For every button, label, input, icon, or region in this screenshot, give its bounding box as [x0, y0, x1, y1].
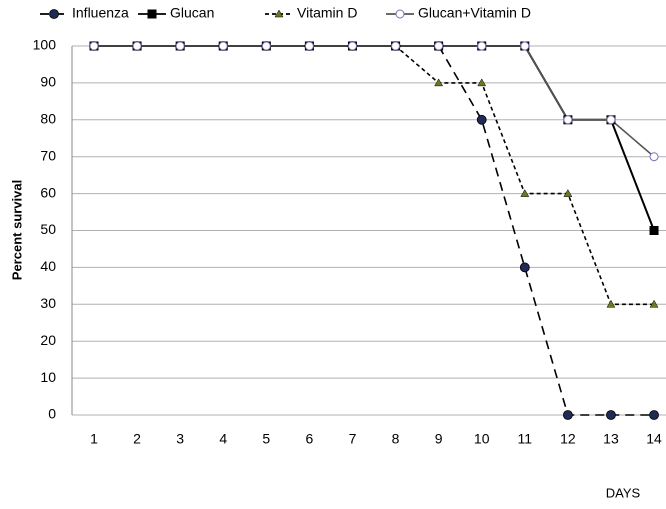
x-tick-label: 3 [176, 431, 184, 447]
x-tick-label: 7 [349, 431, 357, 447]
x-tick-label: 5 [262, 431, 270, 447]
marker [649, 299, 659, 308]
marker [347, 41, 357, 51]
y-tick-label: 10 [40, 369, 56, 385]
y-tick-label: 70 [40, 147, 56, 163]
x-axis-label: DAYS [606, 485, 641, 500]
series-line [94, 45, 655, 158]
legend-marker [49, 9, 59, 19]
y-tick-label: 0 [48, 406, 56, 422]
marker [606, 299, 616, 308]
legend-label: Vitamin D [297, 5, 357, 21]
x-tick-label: 9 [435, 431, 443, 447]
marker [563, 115, 573, 125]
marker [434, 78, 444, 87]
marker [391, 41, 401, 51]
marker [89, 41, 99, 51]
x-tick-label: 13 [603, 431, 619, 447]
x-tick-label: 14 [646, 431, 662, 447]
marker [606, 115, 616, 125]
series-line [94, 45, 655, 306]
y-tick-label: 80 [40, 111, 56, 127]
legend-marker [147, 9, 157, 19]
marker [520, 189, 530, 197]
marker [175, 41, 185, 51]
marker [261, 41, 271, 51]
y-tick-label: 40 [40, 258, 56, 274]
x-tick-label: 10 [474, 431, 490, 447]
y-tick-label: 50 [40, 221, 56, 237]
x-tick-label: 8 [392, 431, 400, 447]
marker [562, 410, 573, 420]
x-tick-label: 4 [219, 431, 227, 447]
y-tick-label: 60 [40, 184, 56, 200]
marker [132, 41, 142, 51]
y-tick-label: 100 [33, 37, 57, 53]
marker [649, 410, 659, 420]
x-tick-label: 12 [560, 431, 576, 447]
marker [606, 410, 616, 420]
y-tick-label: 30 [40, 295, 56, 311]
legend-label: Glucan [170, 5, 214, 21]
x-tick-label: 6 [306, 431, 314, 447]
marker [477, 78, 487, 87]
marker [218, 41, 228, 51]
legend-marker [274, 9, 284, 18]
marker [434, 41, 444, 51]
marker [476, 114, 487, 125]
y-axis-label: Percent survival [9, 180, 24, 280]
series-line [94, 45, 655, 231]
legend-label: Glucan+Vitamin D [418, 5, 531, 21]
marker [477, 41, 487, 51]
marker [519, 262, 530, 273]
marker [649, 152, 659, 162]
y-tick-label: 90 [40, 74, 56, 90]
legend-label: Influenza [72, 5, 129, 21]
legend-marker [395, 9, 405, 19]
marker [304, 41, 314, 51]
x-tick-label: 2 [133, 431, 141, 447]
marker [649, 226, 659, 235]
marker [520, 41, 530, 51]
marker [563, 189, 573, 197]
x-tick-label: 11 [518, 431, 533, 447]
y-tick-label: 20 [40, 332, 56, 348]
x-tick-label: 1 [90, 431, 98, 447]
